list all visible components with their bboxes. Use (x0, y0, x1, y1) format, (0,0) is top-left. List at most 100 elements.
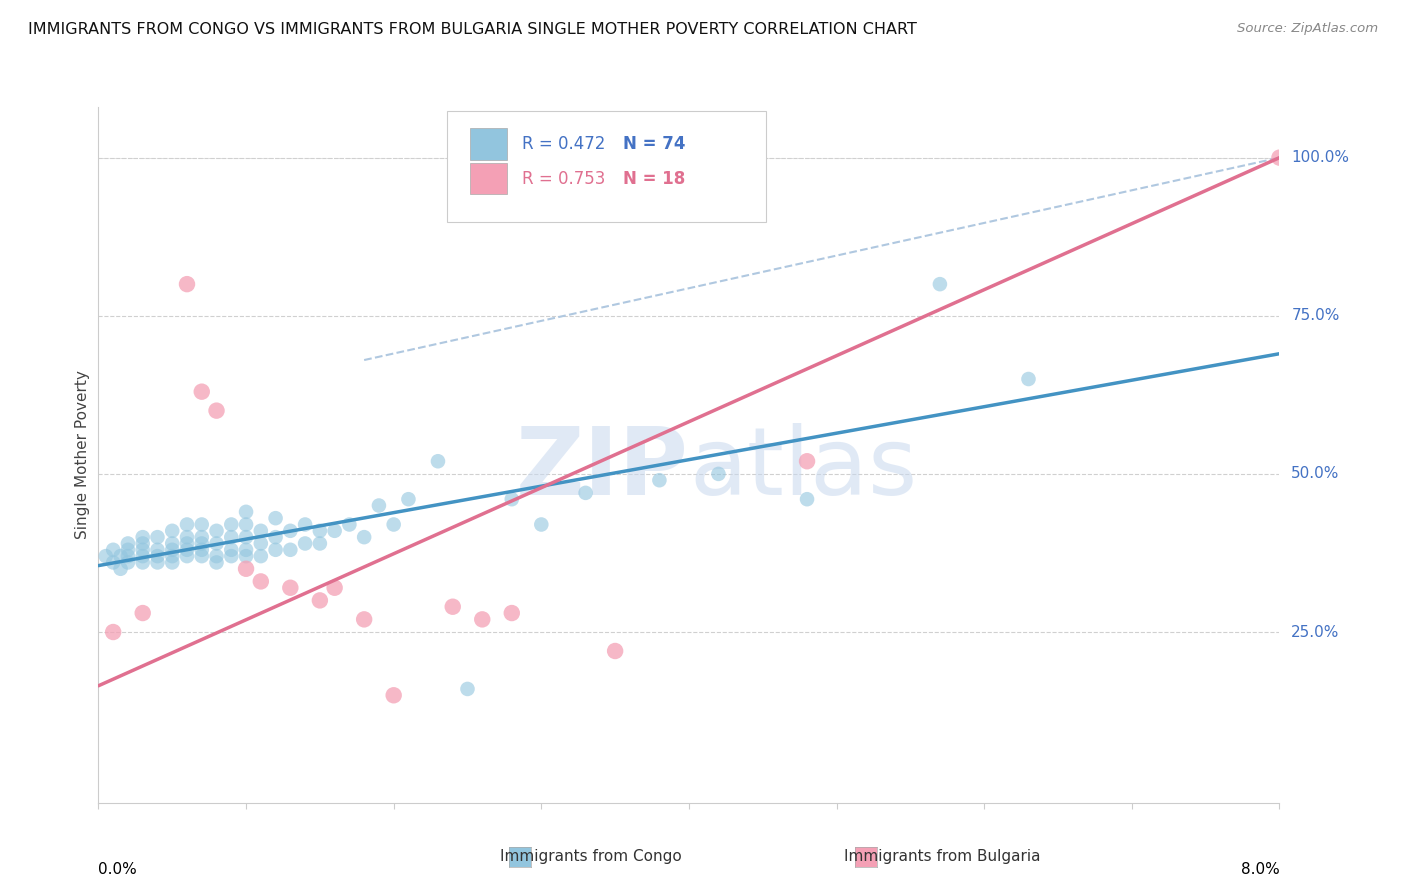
Point (146, 530, 169, 544)
Point (250, 549, 273, 563)
Point (353, 612, 375, 626)
Point (1017, 372, 1039, 386)
Point (264, 511, 287, 525)
Text: 8.0%: 8.0% (1240, 862, 1279, 877)
Point (191, 384, 214, 399)
FancyBboxPatch shape (471, 128, 508, 160)
Point (235, 562, 257, 576)
Point (110, 549, 132, 563)
Point (103, 556, 124, 570)
Point (308, 536, 332, 550)
Point (162, 524, 183, 538)
Point (648, 473, 671, 487)
Point (219, 542, 242, 557)
Point (530, 517, 553, 532)
Text: atlas: atlas (689, 423, 917, 515)
Point (117, 549, 139, 563)
Point (146, 556, 169, 570)
Point (176, 549, 198, 563)
Point (337, 517, 360, 532)
Point (382, 517, 405, 532)
Point (132, 542, 155, 557)
Point (235, 530, 257, 544)
Point (308, 593, 332, 607)
Point (191, 542, 214, 557)
Point (426, 454, 449, 468)
Point (235, 517, 257, 532)
Point (928, 277, 950, 292)
Point (353, 530, 375, 544)
Point (264, 542, 287, 557)
Point (205, 403, 228, 417)
Text: ZIP: ZIP (516, 423, 689, 515)
Point (176, 530, 198, 544)
Point (219, 549, 242, 563)
Point (796, 492, 818, 507)
Point (176, 277, 198, 292)
Point (278, 524, 301, 538)
Point (132, 556, 155, 570)
Text: 50.0%: 50.0% (1291, 467, 1340, 482)
Point (250, 524, 273, 538)
Text: Source: ZipAtlas.com: Source: ZipAtlas.com (1237, 22, 1378, 36)
Point (294, 517, 316, 532)
Point (191, 536, 214, 550)
Point (501, 606, 523, 620)
Point (367, 499, 389, 513)
Point (219, 517, 242, 532)
Point (132, 530, 155, 544)
Text: N = 18: N = 18 (623, 169, 685, 187)
Point (176, 536, 198, 550)
Text: N = 74: N = 74 (623, 135, 685, 153)
Point (117, 542, 139, 557)
Text: Immigrants from Bulgaria: Immigrants from Bulgaria (844, 849, 1040, 863)
Text: 0.0%: 0.0% (98, 862, 138, 877)
Text: R = 0.753: R = 0.753 (523, 169, 606, 187)
Point (103, 625, 124, 640)
Point (205, 556, 228, 570)
Point (278, 581, 301, 595)
Text: 100.0%: 100.0% (1291, 150, 1350, 165)
Point (308, 524, 332, 538)
Text: R = 0.472: R = 0.472 (523, 135, 606, 153)
Point (146, 549, 169, 563)
Point (117, 556, 139, 570)
Point (205, 536, 228, 550)
Point (110, 562, 132, 576)
Point (117, 536, 139, 550)
Text: IMMIGRANTS FROM CONGO VS IMMIGRANTS FROM BULGARIA SINGLE MOTHER POVERTY CORRELAT: IMMIGRANTS FROM CONGO VS IMMIGRANTS FROM… (28, 22, 917, 37)
Point (176, 517, 198, 532)
Point (323, 524, 346, 538)
Point (205, 524, 228, 538)
Point (103, 542, 124, 557)
Point (191, 530, 214, 544)
Point (176, 542, 198, 557)
Point (382, 688, 405, 702)
Point (278, 542, 301, 557)
Point (235, 549, 257, 563)
Point (162, 549, 183, 563)
Point (162, 542, 183, 557)
Point (94, 549, 117, 563)
Text: Immigrants from Congo: Immigrants from Congo (499, 849, 682, 863)
Point (707, 467, 730, 481)
Point (441, 599, 464, 614)
Point (796, 454, 818, 468)
Point (323, 581, 346, 595)
Point (264, 530, 287, 544)
Point (250, 574, 273, 589)
Y-axis label: Single Mother Poverty: Single Mother Poverty (75, 370, 90, 540)
Point (235, 505, 257, 519)
Point (132, 606, 155, 620)
FancyBboxPatch shape (471, 163, 508, 194)
Point (605, 644, 627, 658)
Point (396, 492, 419, 507)
Point (250, 536, 273, 550)
Point (205, 549, 228, 563)
Point (501, 492, 523, 507)
Point (456, 681, 478, 696)
Point (132, 536, 155, 550)
Point (294, 536, 316, 550)
Point (235, 542, 257, 557)
Text: 25.0%: 25.0% (1291, 624, 1340, 640)
